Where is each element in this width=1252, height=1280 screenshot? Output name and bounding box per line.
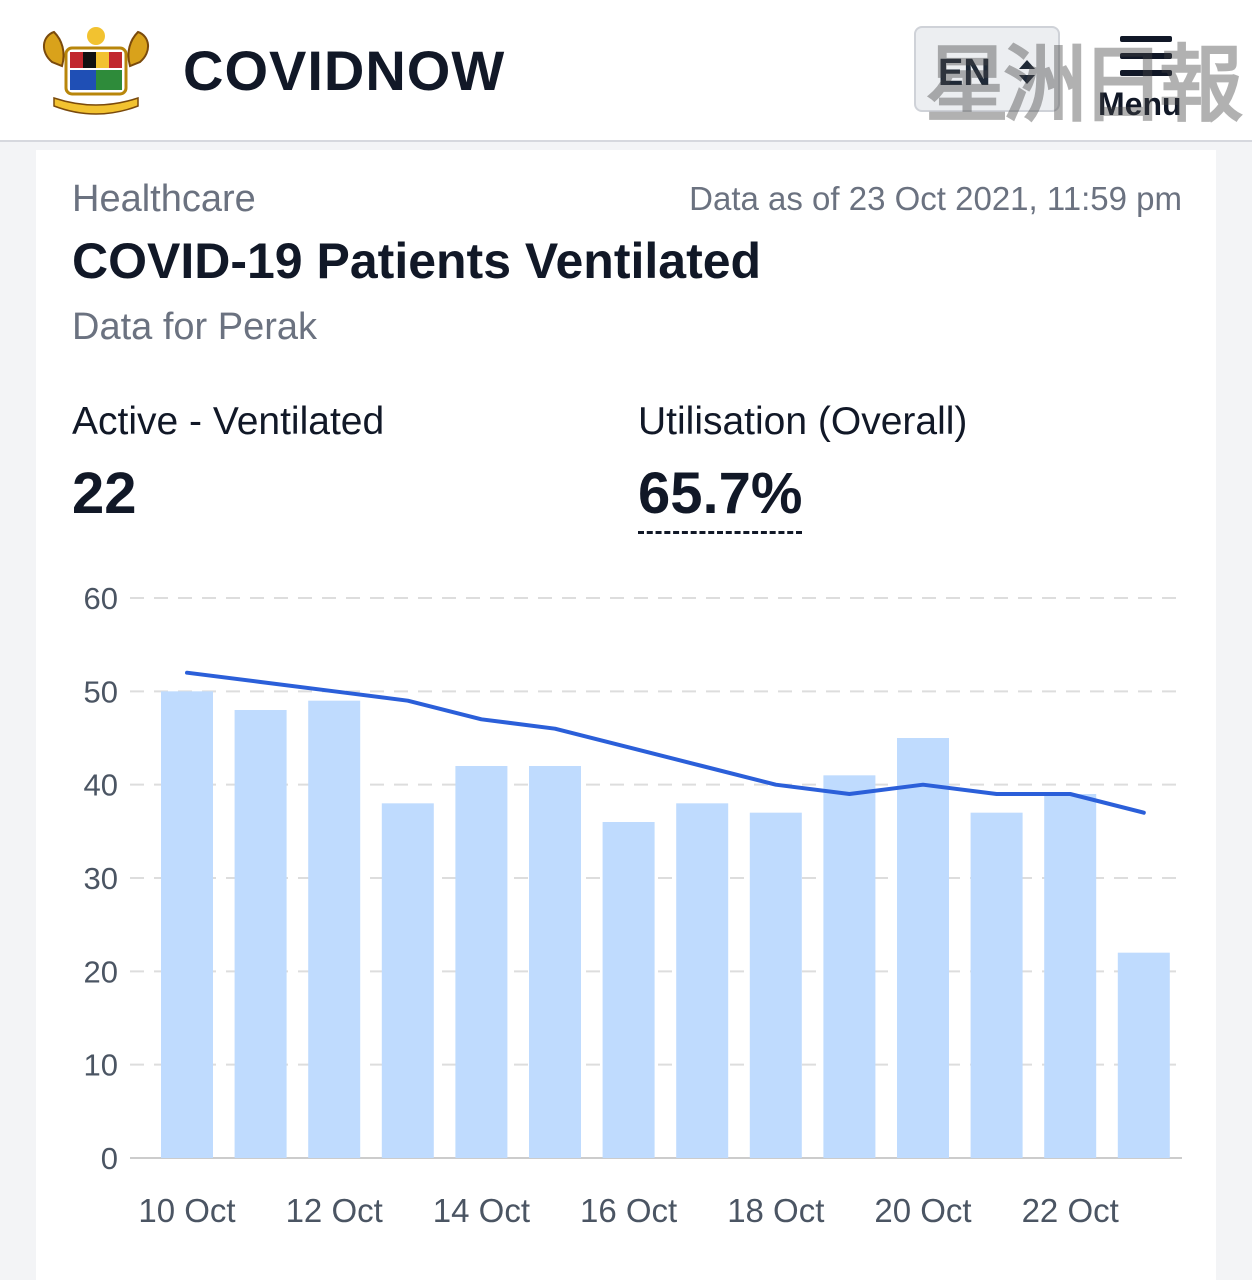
y-tick-label: 20 <box>84 954 118 989</box>
data-as-of: Data as of 23 Oct 2021, 11:59 pm <box>689 180 1182 217</box>
category-label: Healthcare <box>72 178 256 220</box>
x-tick-label: 10 Oct <box>138 1192 235 1229</box>
y-tick-label: 40 <box>84 768 118 803</box>
x-tick-label: 14 Oct <box>433 1192 530 1229</box>
bar-20-oct <box>897 738 949 1158</box>
bar-13-oct <box>381 803 434 1158</box>
bar-12-oct <box>308 700 361 1158</box>
coat-of-arms-icon[interactable] <box>32 22 160 118</box>
bar-14-oct <box>455 766 508 1158</box>
x-tick-label: 12 Oct <box>286 1192 383 1229</box>
y-tick-label: 0 <box>101 1141 118 1176</box>
y-tick-label: 10 <box>84 1048 118 1083</box>
y-tick-label: 50 <box>84 674 118 709</box>
bar-15-oct <box>529 766 581 1158</box>
ventilated-chart: 0 10 20 30 40 50 60 10 Oct 12 Oct 14 Oct 16 Oct 18 … <box>84 581 1182 1229</box>
bar-17-oct <box>676 803 729 1158</box>
bar-22-oct <box>1044 794 1097 1158</box>
bar-16-oct <box>602 822 655 1158</box>
bar-23-oct <box>1117 952 1170 1158</box>
app-header: COVIDNOW EN Menu 星洲日報 <box>0 0 1252 142</box>
menu-label[interactable]: Menu <box>1098 86 1182 122</box>
active-ventilated-value: 22 <box>72 461 137 526</box>
x-tick-label: 22 Oct <box>1022 1192 1119 1229</box>
bar-11-oct <box>234 710 287 1158</box>
sort-arrows-icon <box>1019 60 1035 84</box>
trend-line <box>185 670 1146 815</box>
x-tick-label: 18 Oct <box>727 1192 824 1229</box>
x-tick-label: 16 Oct <box>580 1192 677 1229</box>
y-tick-label: 30 <box>84 861 118 896</box>
bar-21-oct <box>970 812 1023 1158</box>
hamburger-icon[interactable] <box>1120 34 1172 78</box>
bar-10-oct <box>161 691 213 1158</box>
card-title: COVID-19 Patients Ventilated <box>72 233 762 289</box>
active-ventilated-label: Active - Ventilated <box>72 400 385 443</box>
bar-19-oct <box>823 775 876 1158</box>
brand-name[interactable]: COVIDNOW <box>183 39 506 102</box>
language-label: EN <box>938 52 991 94</box>
bar-18-oct <box>749 812 802 1158</box>
card-subtitle: Data for Perak <box>72 306 317 348</box>
x-tick-label: 20 Oct <box>874 1192 971 1229</box>
utilisation-value[interactable]: 65.7% <box>638 460 803 534</box>
y-tick-label: 60 <box>84 581 118 616</box>
utilisation-label: Utilisation (Overall) <box>638 400 968 443</box>
language-selector[interactable]: EN <box>914 26 1060 112</box>
